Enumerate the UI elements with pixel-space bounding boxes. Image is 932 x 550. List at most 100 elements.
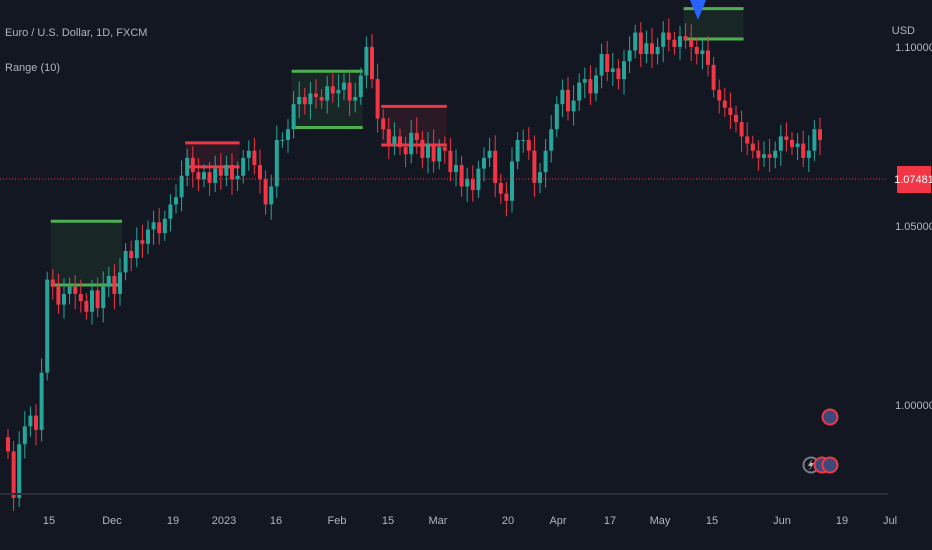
candle-35 bbox=[202, 172, 206, 180]
range-box-0 bbox=[50, 221, 122, 285]
candle-70 bbox=[398, 136, 402, 148]
candle-71 bbox=[403, 147, 408, 155]
candle-115 bbox=[650, 43, 654, 55]
candle-17 bbox=[101, 286, 106, 309]
candle-116 bbox=[655, 46, 660, 55]
candle-50 bbox=[286, 129, 290, 140]
x-tick-12: 15 bbox=[706, 515, 718, 527]
candle-45 bbox=[258, 165, 262, 180]
candle-0 bbox=[6, 437, 10, 452]
candle-143 bbox=[806, 150, 811, 158]
candle-79 bbox=[448, 150, 453, 173]
candle-110 bbox=[622, 61, 626, 80]
candle-111 bbox=[627, 50, 632, 62]
candle-73 bbox=[414, 132, 419, 140]
x-tick-14: 19 bbox=[836, 515, 848, 527]
candle-98 bbox=[554, 104, 559, 130]
candle-100 bbox=[566, 89, 570, 112]
candle-137 bbox=[773, 150, 778, 158]
event-markers[interactable] bbox=[802, 408, 839, 474]
last-price-label: 1.07481 bbox=[894, 174, 932, 186]
candle-28 bbox=[162, 218, 167, 234]
candle-126 bbox=[711, 64, 716, 90]
candle-87 bbox=[493, 150, 498, 183]
candle-9 bbox=[56, 286, 61, 305]
candle-61 bbox=[347, 82, 352, 101]
candle-113 bbox=[638, 32, 643, 55]
candle-62 bbox=[353, 97, 358, 101]
candle-94 bbox=[532, 150, 537, 183]
candle-127 bbox=[717, 89, 722, 101]
candle-36 bbox=[207, 172, 212, 183]
candle-66 bbox=[375, 79, 380, 119]
candle-14 bbox=[84, 301, 89, 312]
candle-56 bbox=[319, 97, 324, 101]
x-tick-7: Mar bbox=[429, 515, 448, 527]
candle-10 bbox=[62, 293, 66, 305]
candle-86 bbox=[487, 150, 492, 158]
candle-34 bbox=[196, 172, 201, 180]
candle-27 bbox=[157, 222, 162, 234]
candle-72 bbox=[409, 132, 414, 155]
candle-42 bbox=[241, 157, 246, 176]
candle-145 bbox=[818, 129, 822, 140]
candle-121 bbox=[683, 36, 688, 40]
last-price-badge: 1.07481 bbox=[894, 166, 932, 193]
x-tick-3: 2023 bbox=[212, 515, 236, 527]
candle-142 bbox=[801, 143, 806, 158]
candle-31 bbox=[179, 175, 184, 198]
candle-30 bbox=[174, 197, 178, 205]
candle-141 bbox=[795, 143, 800, 148]
indicator-title[interactable]: Range (10) bbox=[5, 62, 61, 74]
candle-39 bbox=[224, 165, 229, 176]
candle-58 bbox=[330, 86, 335, 94]
x-tick-13: Jun bbox=[773, 515, 791, 527]
candle-43 bbox=[246, 150, 251, 158]
x-tick-4: 16 bbox=[270, 515, 282, 527]
candle-24 bbox=[140, 240, 145, 244]
currency-label: USD bbox=[892, 25, 915, 37]
candle-102 bbox=[577, 82, 582, 101]
candle-85 bbox=[482, 157, 486, 169]
candle-20 bbox=[118, 272, 122, 294]
y-tick-0: 1.10000 bbox=[895, 42, 932, 54]
range-box-3 bbox=[381, 106, 447, 145]
candle-5 bbox=[34, 415, 38, 430]
candle-65 bbox=[370, 46, 374, 80]
x-tick-15: Jul bbox=[883, 515, 897, 527]
us-flag-event-icon[interactable] bbox=[821, 408, 839, 426]
candle-130 bbox=[734, 114, 738, 123]
candle-114 bbox=[644, 43, 649, 55]
candle-13 bbox=[78, 293, 83, 302]
candle-135 bbox=[762, 154, 766, 158]
candle-81 bbox=[459, 165, 464, 187]
candle-69 bbox=[392, 136, 397, 144]
candle-16 bbox=[95, 290, 100, 309]
candle-107 bbox=[605, 54, 610, 72]
candle-134 bbox=[756, 150, 761, 158]
x-tick-1: Dec bbox=[102, 515, 122, 527]
candle-124 bbox=[700, 50, 705, 55]
candle-108 bbox=[610, 68, 615, 72]
candle-51 bbox=[291, 104, 296, 130]
candle-46 bbox=[263, 179, 268, 205]
lightning-icon bbox=[808, 459, 814, 471]
candle-78 bbox=[442, 147, 447, 151]
candle-44 bbox=[252, 150, 257, 166]
candle-8 bbox=[50, 279, 55, 287]
candle-6 bbox=[39, 372, 44, 430]
candle-140 bbox=[790, 139, 794, 148]
candle-59 bbox=[336, 89, 341, 94]
symbol-title[interactable]: Euro / U.S. Dollar, 1D, FXCM bbox=[5, 27, 148, 39]
down-arrow-marker bbox=[690, 0, 706, 20]
candle-33 bbox=[190, 157, 195, 173]
candle-139 bbox=[784, 136, 789, 140]
y-tick-1: 1.05000 bbox=[895, 221, 932, 233]
us-flag-event-icon-3[interactable] bbox=[821, 456, 839, 474]
candle-118 bbox=[666, 32, 671, 40]
candle-55 bbox=[314, 93, 318, 98]
candle-120 bbox=[678, 36, 682, 47]
candle-60 bbox=[342, 82, 346, 90]
candle-136 bbox=[767, 154, 772, 158]
